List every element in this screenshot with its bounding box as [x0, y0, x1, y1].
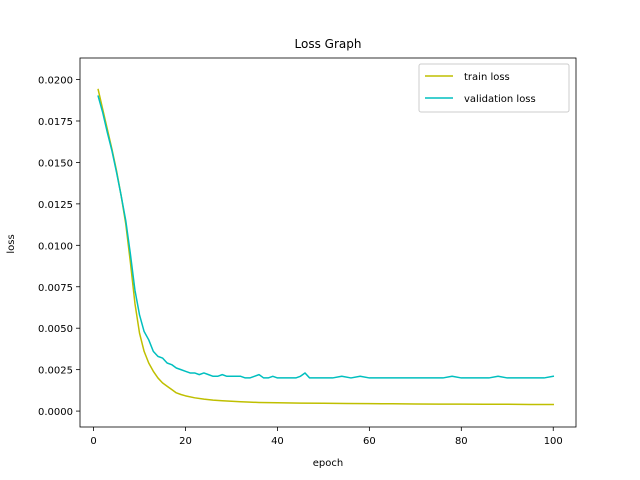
y-tick-label: 0.0000 [38, 407, 73, 418]
plot-area: 0 20 40 60 80 100 0.0000 0.0025 0.0050 0.0075 0.01… [38, 57, 577, 447]
axes-frame [79, 57, 577, 428]
x-tick-label: 20 [179, 436, 192, 447]
y-tick-label: 0.0100 [38, 241, 73, 252]
x-tick-label: 0 [90, 436, 96, 447]
y-axis-label: loss [6, 234, 17, 253]
y-tick-label: 0.0200 [38, 76, 73, 87]
y-tick-label: 0.0175 [38, 117, 73, 128]
y-tick-label: 0.0050 [38, 324, 73, 335]
y-tick-label: 0.0025 [38, 366, 73, 377]
x-tick-label: 60 [363, 436, 376, 447]
y-tick-label: 0.0150 [38, 158, 73, 169]
legend-box [418, 63, 570, 113]
x-tick-label: 40 [271, 436, 284, 447]
y-tick-label: 0.0125 [38, 200, 73, 211]
chart-title: Loss Graph [295, 37, 362, 51]
series-line-0 [97, 88, 554, 406]
x-tick-label: 80 [455, 436, 468, 447]
legend-entry-0: train loss [464, 72, 510, 83]
x-tick-label: 100 [544, 436, 563, 447]
series-line-1 [97, 95, 555, 379]
legend-entry-1: validation loss [464, 94, 536, 105]
x-axis-label: epoch [313, 458, 343, 469]
y-tick-label: 0.0075 [38, 283, 73, 294]
